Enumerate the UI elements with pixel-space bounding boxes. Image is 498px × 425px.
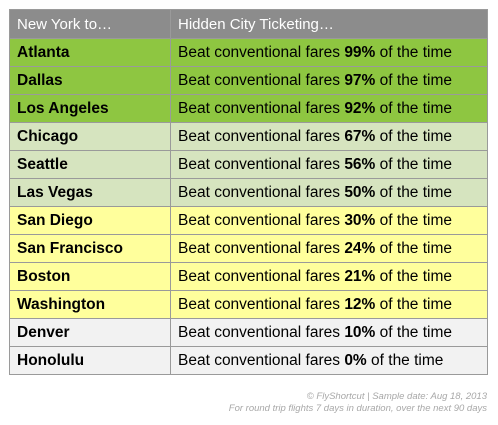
fare-cell: Beat conventional fares 30% of the time xyxy=(170,206,488,235)
table-row: Washington Beat conventional fares 12% of… xyxy=(9,290,488,319)
fare-text-before: Beat conventional fares xyxy=(178,43,345,61)
table-row: Boston Beat conventional fares 21% of the… xyxy=(9,262,488,291)
fare-cell: Beat conventional fares 56% of the time xyxy=(170,150,488,179)
fare-percentage: 50% xyxy=(344,183,376,201)
fare-text-before: Beat conventional fares xyxy=(178,99,345,117)
city-cell: Atlanta xyxy=(9,38,171,67)
table-row: Las Vegas Beat conventional fares 50% of … xyxy=(9,178,488,207)
city-cell: Chicago xyxy=(9,122,171,151)
fare-text-after: of the time xyxy=(375,239,453,257)
fare-text-after: of the time xyxy=(375,323,453,341)
city-cell: San Diego xyxy=(9,206,171,235)
table-row: Honolulu Beat conventional fares 0% of th… xyxy=(9,346,488,375)
city-cell: San Francisco xyxy=(9,234,171,263)
fare-percentage: 10% xyxy=(344,323,376,341)
table-header-row: New York to… Hidden City Ticketing… xyxy=(9,9,488,39)
fare-text-after: of the time xyxy=(375,99,453,117)
fare-text-before: Beat conventional fares xyxy=(178,239,345,257)
fare-text-after: of the time xyxy=(375,183,453,201)
fare-percentage: 92% xyxy=(344,99,376,117)
fare-text-after: of the time xyxy=(375,155,453,173)
fare-text-before: Beat conventional fares xyxy=(178,323,345,341)
fare-text-after: of the time xyxy=(375,295,453,313)
fare-cell: Beat conventional fares 99% of the time xyxy=(170,38,488,67)
table-row: Los Angeles Beat conventional fares 92% o… xyxy=(9,94,488,123)
fare-cell: Beat conventional fares 97% of the time xyxy=(170,66,488,95)
fare-percentage: 21% xyxy=(344,267,376,285)
fare-text-before: Beat conventional fares xyxy=(178,351,345,369)
city-cell: Seattle xyxy=(9,150,171,179)
fare-cell: Beat conventional fares 92% of the time xyxy=(170,94,488,123)
fares-table-container: New York to… Hidden City Ticketing… Atla… xyxy=(9,9,488,375)
header-hidden-city: Hidden City Ticketing… xyxy=(170,9,488,39)
fare-cell: Beat conventional fares 24% of the time xyxy=(170,234,488,263)
fare-cell: Beat conventional fares 50% of the time xyxy=(170,178,488,207)
fare-percentage: 24% xyxy=(344,239,376,257)
city-cell: Las Vegas xyxy=(9,178,171,207)
table-row: Dallas Beat conventional fares 97% of the… xyxy=(9,66,488,95)
footer: © FlyShortcut | Sample date: Aug 18, 201… xyxy=(9,391,487,415)
fare-percentage: 56% xyxy=(344,155,376,173)
fare-cell: Beat conventional fares 21% of the time xyxy=(170,262,488,291)
fare-text-after: of the time xyxy=(375,267,453,285)
table-row: Chicago Beat conventional fares 67% of th… xyxy=(9,122,488,151)
fare-cell: Beat conventional fares 10% of the time xyxy=(170,318,488,347)
table-row: Denver Beat conventional fares 10% of the… xyxy=(9,318,488,347)
fare-text-before: Beat conventional fares xyxy=(178,267,345,285)
fare-text-before: Beat conventional fares xyxy=(178,183,345,201)
fare-text-after: of the time xyxy=(375,127,453,145)
table-row: San Diego Beat conventional fares 30% of … xyxy=(9,206,488,235)
fare-text-after: of the time xyxy=(375,43,453,61)
city-cell: Boston xyxy=(9,262,171,291)
fare-text-before: Beat conventional fares xyxy=(178,211,345,229)
fare-percentage: 97% xyxy=(344,71,376,89)
fare-cell: Beat conventional fares 12% of the time xyxy=(170,290,488,319)
fare-cell: Beat conventional fares 0% of the time xyxy=(170,346,488,375)
fare-percentage: 12% xyxy=(344,295,376,313)
fare-percentage: 0% xyxy=(344,351,367,369)
table-row: Seattle Beat conventional fares 56% of th… xyxy=(9,150,488,179)
city-cell: Denver xyxy=(9,318,171,347)
city-cell: Washington xyxy=(9,290,171,319)
fare-text-before: Beat conventional fares xyxy=(178,71,345,89)
fare-cell: Beat conventional fares 67% of the time xyxy=(170,122,488,151)
fare-text-before: Beat conventional fares xyxy=(178,127,345,145)
table-body: Atlanta Beat conventional fares 99% of th… xyxy=(9,38,488,375)
fare-text-after: of the time xyxy=(375,71,453,89)
fare-percentage: 99% xyxy=(344,43,376,61)
header-destination: New York to… xyxy=(9,9,171,39)
fare-text-before: Beat conventional fares xyxy=(178,295,345,313)
fare-percentage: 67% xyxy=(344,127,376,145)
footer-note: For round trip flights 7 days in duratio… xyxy=(228,403,487,414)
city-cell: Dallas xyxy=(9,66,171,95)
fare-text-after: of the time xyxy=(366,351,444,369)
fare-percentage: 30% xyxy=(344,211,376,229)
fare-text-before: Beat conventional fares xyxy=(178,155,345,173)
fare-text-after: of the time xyxy=(375,211,453,229)
table-row: San Francisco Beat conventional fares 24%… xyxy=(9,234,488,263)
fares-table: New York to… Hidden City Ticketing… Atla… xyxy=(9,9,488,375)
footer-credit: © FlyShortcut | Sample date: Aug 18, 201… xyxy=(306,391,487,402)
table-row: Atlanta Beat conventional fares 99% of th… xyxy=(9,38,488,67)
city-cell: Los Angeles xyxy=(9,94,171,123)
city-cell: Honolulu xyxy=(9,346,171,375)
